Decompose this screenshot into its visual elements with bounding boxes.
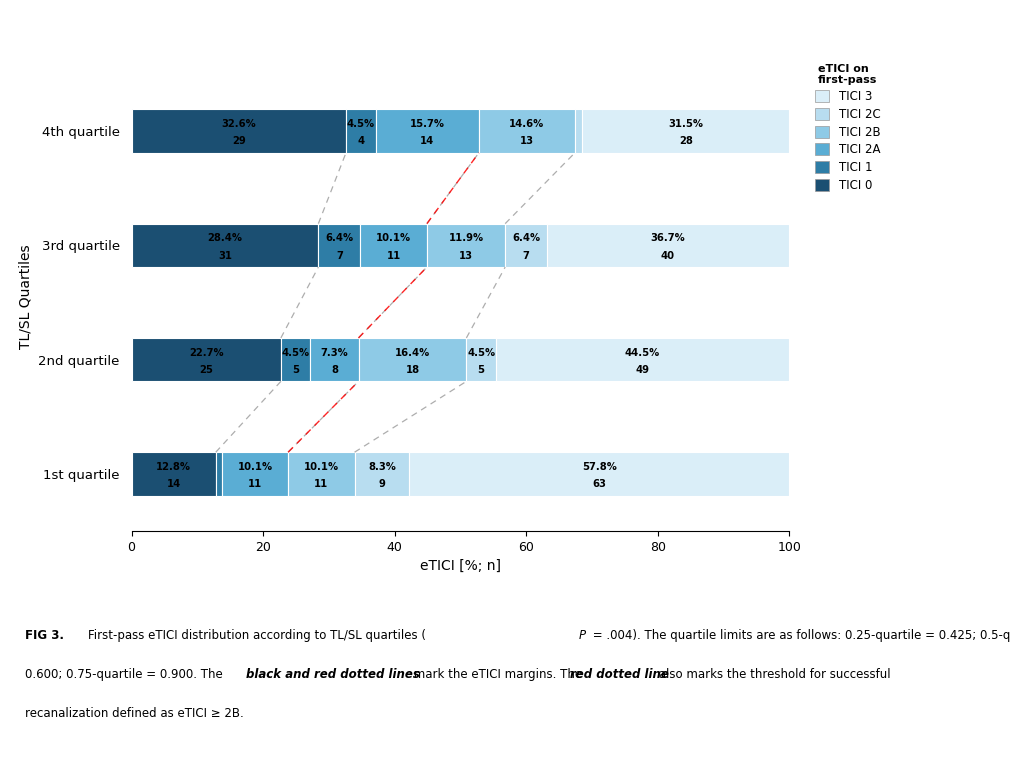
Text: 7: 7 xyxy=(523,251,529,261)
Legend: TICI 3, TICI 2C, TICI 2B, TICI 2A, TICI 1, TICI 0: TICI 3, TICI 2C, TICI 2B, TICI 2A, TICI … xyxy=(814,64,880,192)
Text: P: P xyxy=(578,629,585,642)
Bar xyxy=(375,109,478,153)
X-axis label: eTICI [%; n]: eTICI [%; n] xyxy=(420,559,500,573)
Text: 22.7%: 22.7% xyxy=(189,348,223,358)
Text: 31.5%: 31.5% xyxy=(667,119,703,129)
Bar xyxy=(547,223,788,267)
Bar xyxy=(131,223,318,267)
Bar xyxy=(581,109,789,153)
Text: 16.4%: 16.4% xyxy=(394,348,430,358)
Text: 10.1%: 10.1% xyxy=(303,462,339,472)
Text: 8.3%: 8.3% xyxy=(368,462,395,472)
Text: 5: 5 xyxy=(292,365,299,375)
Text: 57.8%: 57.8% xyxy=(581,462,616,472)
Text: 10.1%: 10.1% xyxy=(376,234,410,244)
Bar xyxy=(466,338,495,381)
Text: recanalization defined as eTICI ≥ 2B.: recanalization defined as eTICI ≥ 2B. xyxy=(25,707,244,720)
Bar xyxy=(408,452,789,496)
Text: 6.4%: 6.4% xyxy=(326,234,353,244)
Bar xyxy=(574,109,581,153)
Text: 32.6%: 32.6% xyxy=(221,119,256,129)
Text: 8: 8 xyxy=(331,365,338,375)
Text: 10.1%: 10.1% xyxy=(238,462,272,472)
Text: 7: 7 xyxy=(336,251,343,261)
Text: 11: 11 xyxy=(386,251,400,261)
Text: 18: 18 xyxy=(405,365,420,375)
Text: 11: 11 xyxy=(313,480,329,489)
Text: 12.8%: 12.8% xyxy=(156,462,191,472)
Bar xyxy=(427,223,504,267)
Text: 4.5%: 4.5% xyxy=(281,348,309,358)
Text: 7.3%: 7.3% xyxy=(320,348,348,358)
Text: 14: 14 xyxy=(420,137,434,146)
Text: 31: 31 xyxy=(217,251,232,261)
Bar xyxy=(354,452,408,496)
Text: First-pass eTICI distribution according to TL/SL quartiles (: First-pass eTICI distribution according … xyxy=(88,629,426,642)
Text: 49: 49 xyxy=(635,365,649,375)
Text: also marks the threshold for successful: also marks the threshold for successful xyxy=(654,668,890,681)
Text: 5: 5 xyxy=(477,365,484,375)
Text: mark the eTICI margins. The: mark the eTICI margins. The xyxy=(409,668,585,681)
Text: 28.4%: 28.4% xyxy=(207,234,243,244)
Bar xyxy=(281,338,310,381)
Bar xyxy=(221,452,288,496)
Bar xyxy=(131,338,281,381)
Text: red dotted line: red dotted line xyxy=(569,668,668,681)
Text: 25: 25 xyxy=(199,365,213,375)
Bar xyxy=(318,223,360,267)
Text: 14: 14 xyxy=(167,480,181,489)
Y-axis label: TL/SL Quartiles: TL/SL Quartiles xyxy=(19,244,32,349)
Text: 4.5%: 4.5% xyxy=(347,119,374,129)
Text: 11: 11 xyxy=(248,480,262,489)
Text: 15.7%: 15.7% xyxy=(409,119,444,129)
Text: 13: 13 xyxy=(459,251,472,261)
Text: 0.600; 0.75-quartile = 0.900. The: 0.600; 0.75-quartile = 0.900. The xyxy=(25,668,226,681)
Bar xyxy=(131,452,215,496)
Text: 36.7%: 36.7% xyxy=(650,234,684,244)
Text: 11.9%: 11.9% xyxy=(448,234,483,244)
Bar xyxy=(288,452,354,496)
Text: 44.5%: 44.5% xyxy=(624,348,659,358)
Text: black and red dotted lines: black and red dotted lines xyxy=(246,668,420,681)
Bar xyxy=(495,338,788,381)
Text: 63: 63 xyxy=(591,480,606,489)
Bar xyxy=(358,338,466,381)
Text: 28: 28 xyxy=(678,137,692,146)
Text: 14.6%: 14.6% xyxy=(509,119,544,129)
Text: FIG 3.: FIG 3. xyxy=(25,629,65,642)
Text: 40: 40 xyxy=(660,251,674,261)
Text: 13: 13 xyxy=(520,137,534,146)
Text: 4: 4 xyxy=(357,137,364,146)
Bar xyxy=(310,338,358,381)
Bar xyxy=(346,109,375,153)
Bar xyxy=(360,223,427,267)
Bar xyxy=(215,452,221,496)
Bar xyxy=(504,223,547,267)
Text: = .004). The quartile limits are as follows: 0.25-quartile = 0.425; 0.5-quartile: = .004). The quartile limits are as foll… xyxy=(588,629,1011,642)
Bar xyxy=(131,109,346,153)
Text: 4.5%: 4.5% xyxy=(467,348,494,358)
Text: 6.4%: 6.4% xyxy=(512,234,540,244)
Bar xyxy=(478,109,574,153)
Text: 9: 9 xyxy=(378,480,385,489)
Text: 29: 29 xyxy=(232,137,246,146)
